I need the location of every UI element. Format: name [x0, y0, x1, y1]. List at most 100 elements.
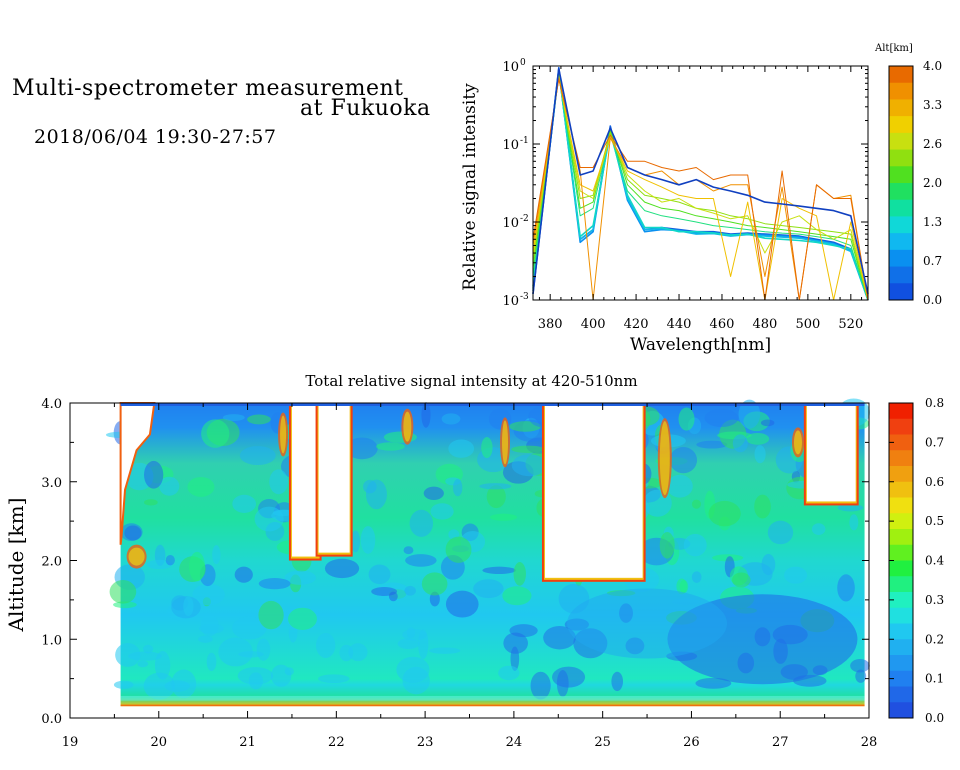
heatmap-blob [482, 566, 516, 574]
colorbar-segment [889, 82, 913, 100]
heatmap-blob [316, 632, 336, 658]
heatmap-blob [811, 523, 826, 536]
heatmap-blob [738, 399, 761, 429]
heatmap-blob [666, 474, 693, 498]
alt-tick-label: 0.0 [41, 712, 62, 727]
colorbar-segment [889, 702, 913, 719]
heatmap-blob [144, 460, 164, 489]
colorbar-segment [889, 283, 913, 301]
colorbar-tick-label: 0.5 [925, 514, 944, 528]
heatmap-blob [232, 494, 257, 513]
colorbar-tick-label: 0.4 [925, 554, 944, 568]
colorbar-segment [889, 450, 913, 467]
heatmap-blob [430, 503, 454, 520]
heatmap-blob [704, 408, 739, 428]
y-tick-exp: -3 [520, 292, 529, 302]
x-tick-label: 480 [753, 317, 778, 332]
spectrum-series-line [532, 77, 869, 301]
heatmap-blob [503, 632, 528, 654]
colorbar-segment [889, 233, 913, 251]
spectrum-series-line [532, 66, 869, 301]
spectrum-series-line [532, 75, 869, 301]
heatmap-blob [429, 647, 461, 654]
heatmap-blob [365, 479, 387, 510]
time-tick-label: 21 [239, 735, 256, 750]
colorbar-segment [889, 116, 913, 134]
spectrum-series-line [532, 68, 869, 301]
heatmap-title: Total relative signal intensity at 420-5… [305, 372, 637, 390]
heatmap-blob [543, 625, 576, 650]
heatmap-blob [144, 499, 158, 506]
time-tick-label: 20 [151, 735, 168, 750]
x-tick-label: 440 [667, 317, 692, 332]
heatmap-blob [159, 476, 180, 496]
heatmap-streak [659, 421, 670, 496]
cloud-gap [806, 403, 856, 502]
colorbar-segment [889, 576, 913, 593]
time-tick-label: 26 [683, 735, 700, 750]
colorbar-segment [889, 544, 913, 561]
heatmap-blob [206, 652, 217, 672]
surface-band [120, 695, 865, 701]
colorbar-segment [889, 199, 913, 217]
colorbar-tick-label: 3.3 [923, 98, 942, 112]
heatmap-streak [793, 430, 802, 455]
heatmap-blob [287, 607, 318, 631]
heatmap-blob [222, 414, 245, 422]
heatmap-blob [696, 440, 728, 449]
heatmap-field [105, 398, 870, 707]
heatmap-blob [502, 586, 532, 606]
colorbar-segment [889, 670, 913, 687]
time-tick-label: 27 [772, 735, 789, 750]
heatmap-blob [189, 551, 206, 582]
colorbar-tick-label: 0.8 [925, 396, 944, 410]
x-tick-label: 500 [795, 317, 820, 332]
heatmap-blob [270, 664, 292, 687]
colorbar-tick-label: 4.0 [923, 59, 942, 73]
y-tick-exp: 0 [520, 58, 526, 68]
heatmap-blob [421, 402, 431, 428]
colorbar-segment [889, 183, 913, 201]
spectrum-series-group [532, 66, 869, 301]
heatmap-blob [732, 434, 748, 453]
colorbar-segment [889, 655, 913, 672]
time-tick-label: 24 [506, 735, 523, 750]
colorbar-segment [889, 166, 913, 184]
spectrum-series-line [532, 69, 869, 301]
x-tick-label: 400 [581, 317, 606, 332]
heatmap-streak [128, 547, 145, 566]
colorbar-segment [889, 466, 913, 483]
heatmap-blob [324, 558, 360, 579]
colorbar-segment [889, 513, 913, 530]
x-tick-label: 520 [838, 317, 863, 332]
heatmap-blob [406, 626, 416, 639]
cloud-gap [544, 403, 643, 578]
heatmap-blob [351, 530, 361, 553]
heatmap-blob [317, 674, 350, 684]
colorbar-tick-label: 0.3 [925, 593, 944, 607]
heatmap-blob [754, 494, 771, 519]
title-line-1: Multi-spectrometer measurement [12, 76, 404, 101]
heatmap-blob [850, 658, 870, 673]
colorbar-segment [889, 66, 913, 84]
y-tick-exp: -1 [520, 136, 529, 146]
heatmap-blob [530, 671, 551, 700]
heatmap-blob [448, 439, 475, 458]
heatmap-ylabel: Altitude [km] [4, 498, 28, 633]
colorbar-segment [889, 639, 913, 656]
spectrum-series-line [532, 68, 869, 294]
colorbar-segment [889, 418, 913, 435]
y-tick-label: 10 -2 [502, 214, 528, 231]
heatmap-blob [691, 499, 702, 509]
colorbar-segment [889, 623, 913, 640]
time-tick-label: 19 [62, 735, 79, 750]
heatmap-blob [239, 446, 276, 466]
spectrum-series-line [532, 76, 869, 301]
y-tick-label: 10 -3 [502, 292, 529, 309]
heatmap-blob [368, 564, 391, 585]
heatmap-blob [445, 536, 472, 563]
heatmap-blob [143, 672, 176, 700]
heatmap-blob [388, 591, 398, 602]
heatmap-blob [200, 614, 219, 637]
